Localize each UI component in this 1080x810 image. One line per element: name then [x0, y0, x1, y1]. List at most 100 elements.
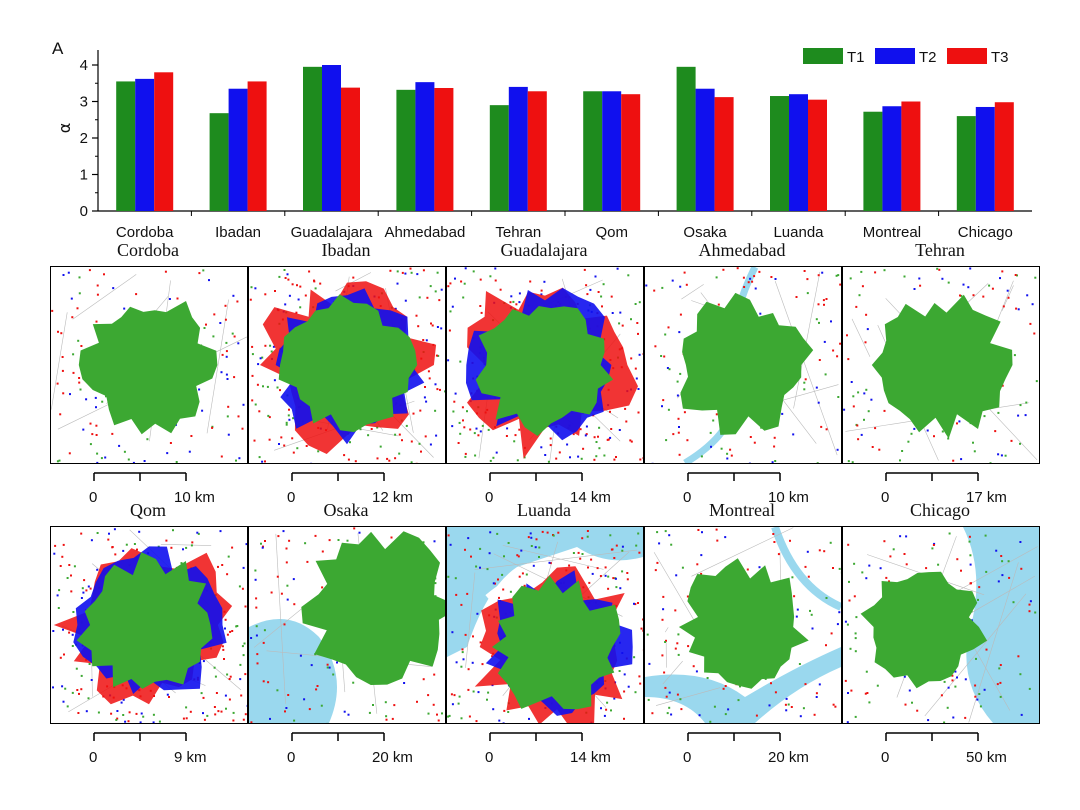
urban-patch: [515, 303, 518, 306]
road-line: [206, 299, 229, 434]
urban-patch: [267, 414, 270, 417]
urban-patch: [202, 712, 204, 715]
urban-patch: [220, 710, 223, 713]
urban-patch: [717, 303, 720, 306]
urban-patch: [806, 550, 809, 553]
urban-patch: [1019, 673, 1022, 676]
urban-patch: [910, 432, 913, 435]
road-line: [774, 281, 838, 456]
bar-t1-luanda: [770, 96, 789, 211]
urban-patch: [228, 698, 231, 701]
urban-patch: [451, 425, 454, 428]
urban-patch: [974, 684, 977, 687]
bar-t2-montreal: [882, 106, 902, 211]
urban-patch: [611, 548, 614, 551]
urban-patch: [185, 546, 188, 549]
map-ibadan: [248, 266, 446, 464]
urban-patch: [958, 420, 961, 423]
urban-patch: [823, 340, 826, 343]
urban-patch: [447, 285, 450, 288]
urban-patch: [907, 440, 910, 443]
urban-patch: [336, 661, 338, 664]
urban-patch: [889, 555, 892, 558]
urban-patch: [1017, 655, 1020, 658]
scale-bar: 0 10 km: [644, 469, 840, 513]
urban-patch: [627, 274, 630, 277]
urban-patch: [787, 703, 790, 706]
urban-patch: [492, 708, 495, 711]
urban-patch: [864, 341, 867, 344]
urban-patch: [807, 575, 810, 578]
urban-patch: [970, 582, 972, 585]
urban-patch: [242, 654, 245, 657]
urban-patch: [700, 554, 703, 557]
urban-patch: [670, 543, 673, 546]
urban-patch: [239, 663, 242, 666]
urban-patch: [919, 284, 922, 287]
urban-patch: [686, 439, 689, 442]
urban-patch: [968, 535, 971, 538]
urban-patch: [932, 544, 935, 546]
urban-patch: [128, 711, 131, 714]
urban-patch: [262, 680, 265, 683]
urban-patch: [868, 701, 871, 704]
map-luanda: [446, 526, 644, 724]
urban-patch: [678, 453, 681, 456]
urban-patch: [62, 628, 64, 631]
urban-patch: [422, 678, 425, 681]
scale-bar-graphic: [93, 732, 187, 741]
urban-patch: [87, 585, 90, 588]
urban-patch: [431, 324, 434, 327]
map-title: Qom: [130, 500, 166, 520]
urban-patch: [630, 357, 633, 360]
urban-patch: [933, 435, 935, 438]
urban-patch: [461, 406, 464, 409]
urban-patch: [264, 460, 266, 463]
urban-patch: [948, 532, 951, 535]
urban-patch: [231, 630, 234, 632]
urban-patch: [494, 279, 497, 282]
urban-patch: [613, 697, 616, 700]
map-graphic: [447, 267, 643, 463]
urban-patch: [489, 531, 492, 534]
urban-patch: [225, 355, 228, 358]
urban-patch: [459, 432, 462, 435]
x-tick-label: Ibadan: [215, 224, 261, 240]
urban-core: [475, 306, 614, 436]
road-line: [662, 660, 683, 685]
urban-patch: [386, 457, 389, 460]
urban-patch: [423, 396, 426, 399]
urban-patch: [1028, 687, 1031, 690]
scale-end-label: 9 km: [174, 749, 207, 766]
urban-patch: [459, 360, 462, 363]
scale-bar: 0 10 km: [50, 469, 246, 513]
urban-patch: [505, 435, 508, 437]
urban-patch: [285, 423, 288, 426]
urban-patch: [662, 399, 665, 402]
urban-patch: [390, 536, 393, 539]
urban-patch: [169, 442, 172, 444]
urban-patch: [283, 444, 286, 447]
urban-patch: [668, 691, 671, 694]
urban-patch: [403, 682, 406, 684]
urban-patch: [61, 356, 64, 358]
urban-patch: [206, 714, 209, 717]
urban-patch: [709, 720, 712, 723]
urban-patch: [607, 438, 610, 441]
urban-patch: [460, 603, 463, 606]
urban-patch: [815, 386, 818, 389]
urban-patch: [95, 320, 98, 323]
urban-patch: [773, 436, 776, 439]
river: [771, 527, 841, 611]
urban-patch: [637, 332, 639, 335]
urban-patch: [815, 696, 818, 698]
urban-patch: [416, 700, 418, 703]
urban-patch: [449, 310, 452, 313]
urban-patch: [215, 692, 218, 694]
bar-t2-ahmedabad: [415, 82, 435, 211]
urban-patch: [120, 701, 123, 704]
urban-patch: [661, 618, 664, 621]
bar-t3-tehran: [527, 91, 547, 211]
urban-patch: [286, 598, 289, 601]
urban-patch: [437, 354, 440, 357]
